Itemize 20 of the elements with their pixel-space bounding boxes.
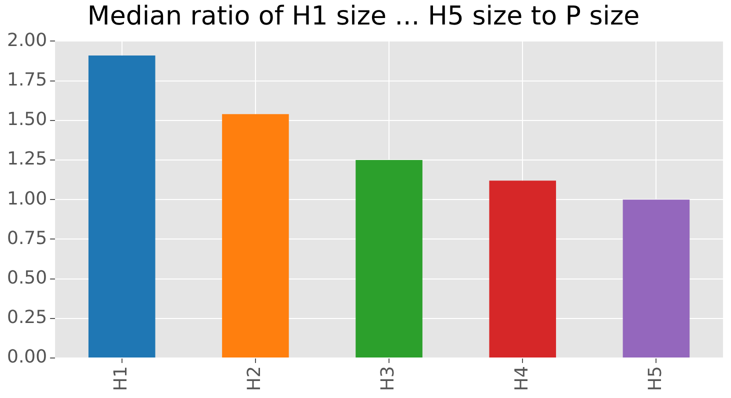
y-tick-label: 0.25 <box>7 307 48 328</box>
y-tick-label: 1.50 <box>7 109 48 130</box>
chart-title: Median ratio of H1 size ... H5 size to P size <box>87 1 640 32</box>
x-tick-label: H4 <box>511 366 532 392</box>
y-tick-label: 0.50 <box>7 267 48 288</box>
bar <box>489 180 556 358</box>
bar <box>222 114 289 358</box>
bar <box>356 160 422 358</box>
y-tick-label: 2.00 <box>7 30 48 51</box>
x-tick-label: H1 <box>110 366 132 392</box>
y-tick-label: 1.75 <box>7 69 48 90</box>
y-tick-label: 0.00 <box>7 346 48 368</box>
y-tick-label: 1.25 <box>7 148 48 170</box>
x-tick-label: H2 <box>244 366 266 392</box>
x-tick-label: H3 <box>378 366 399 392</box>
x-tick-label: H5 <box>644 366 666 392</box>
y-tick-label: 1.00 <box>7 188 48 210</box>
y-tick-label: 0.75 <box>7 228 48 249</box>
bar <box>622 200 690 358</box>
bar <box>88 55 156 358</box>
